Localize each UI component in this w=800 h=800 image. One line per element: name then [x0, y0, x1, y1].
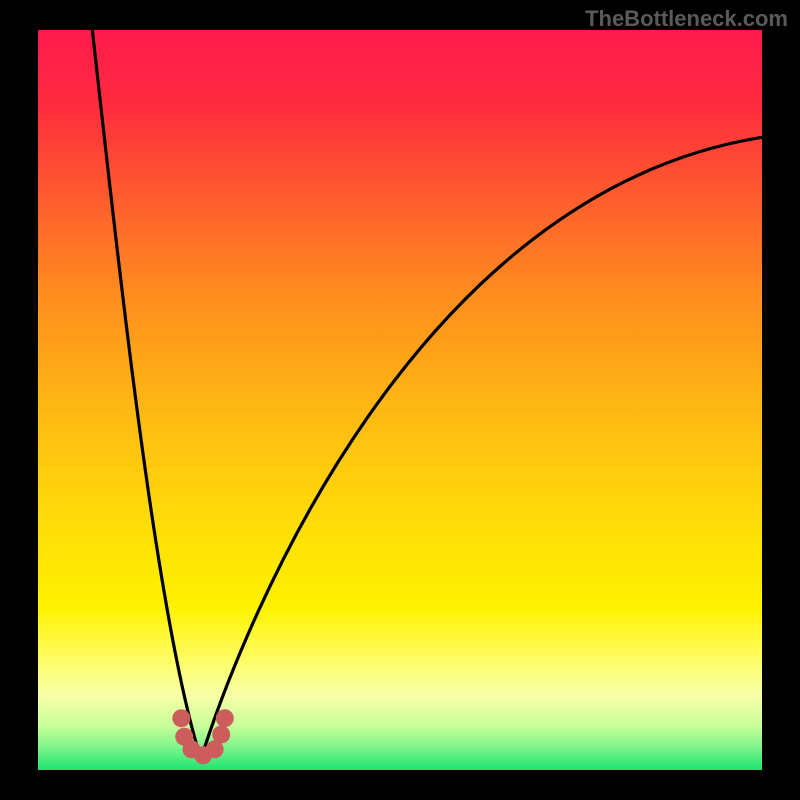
plot-area	[38, 30, 762, 770]
figure-container: TheBottleneck.com	[0, 0, 800, 800]
watermark-text: TheBottleneck.com	[585, 6, 788, 32]
plot-background-gradient	[38, 30, 762, 770]
